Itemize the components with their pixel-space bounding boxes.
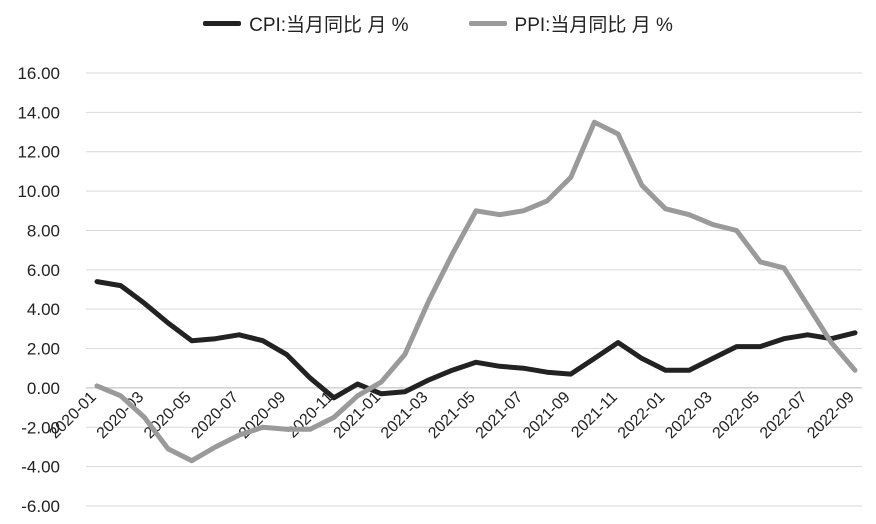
y-tick-label-7: 2.00 <box>27 340 60 359</box>
legend-item-ppi: PPI:当月同比 月 % <box>468 10 673 37</box>
x-tick-label-7: 2021-03 <box>378 389 432 443</box>
x-tick-label-2: 2020-05 <box>141 389 195 443</box>
y-tick-label-11: -6.00 <box>21 497 60 516</box>
y-tick-label-2: 12.00 <box>17 143 60 162</box>
y-tick-label-0: 16.00 <box>17 64 60 83</box>
y-tick-label-10: -4.00 <box>21 458 60 477</box>
y-tick-label-5: 6.00 <box>27 261 60 280</box>
x-tick-label-3: 2020-07 <box>188 389 242 443</box>
x-tick-label-14: 2022-05 <box>710 389 764 443</box>
series-line-1 <box>94 119 858 464</box>
series-line-0 <box>94 279 858 401</box>
y-tick-label-1: 14.00 <box>17 103 60 122</box>
legend-label-ppi: PPI:当月同比 月 % <box>514 15 673 36</box>
x-tick-label-8: 2021-05 <box>425 389 479 443</box>
x-tick-label-9: 2021-07 <box>473 389 527 443</box>
legend-label-cpi: CPI:当月同比 月 % <box>249 15 409 36</box>
legend-item-cpi: CPI:当月同比 月 % <box>203 10 409 37</box>
x-tick-label-16: 2022-09 <box>804 389 858 443</box>
y-tick-label-8: 0.00 <box>27 379 60 398</box>
y-tick-label-4: 8.00 <box>27 221 60 240</box>
y-tick-label-3: 10.00 <box>17 182 60 201</box>
legend-swatch-cpi <box>203 21 242 26</box>
y-tick-label-6: 4.00 <box>27 300 60 319</box>
x-tick-label-13: 2022-03 <box>662 389 716 443</box>
x-tick-label-15: 2022-07 <box>757 389 811 443</box>
x-tick-label-12: 2022-01 <box>615 389 669 443</box>
y-tick-label-9: -2.00 <box>21 418 60 437</box>
x-tick-label-11: 2021-11 <box>568 389 621 442</box>
chart-legend: CPI:当月同比 月 % PPI:当月同比 月 % <box>0 10 876 37</box>
legend-swatch-ppi <box>468 21 507 26</box>
x-tick-label-10: 2021-09 <box>520 389 574 443</box>
